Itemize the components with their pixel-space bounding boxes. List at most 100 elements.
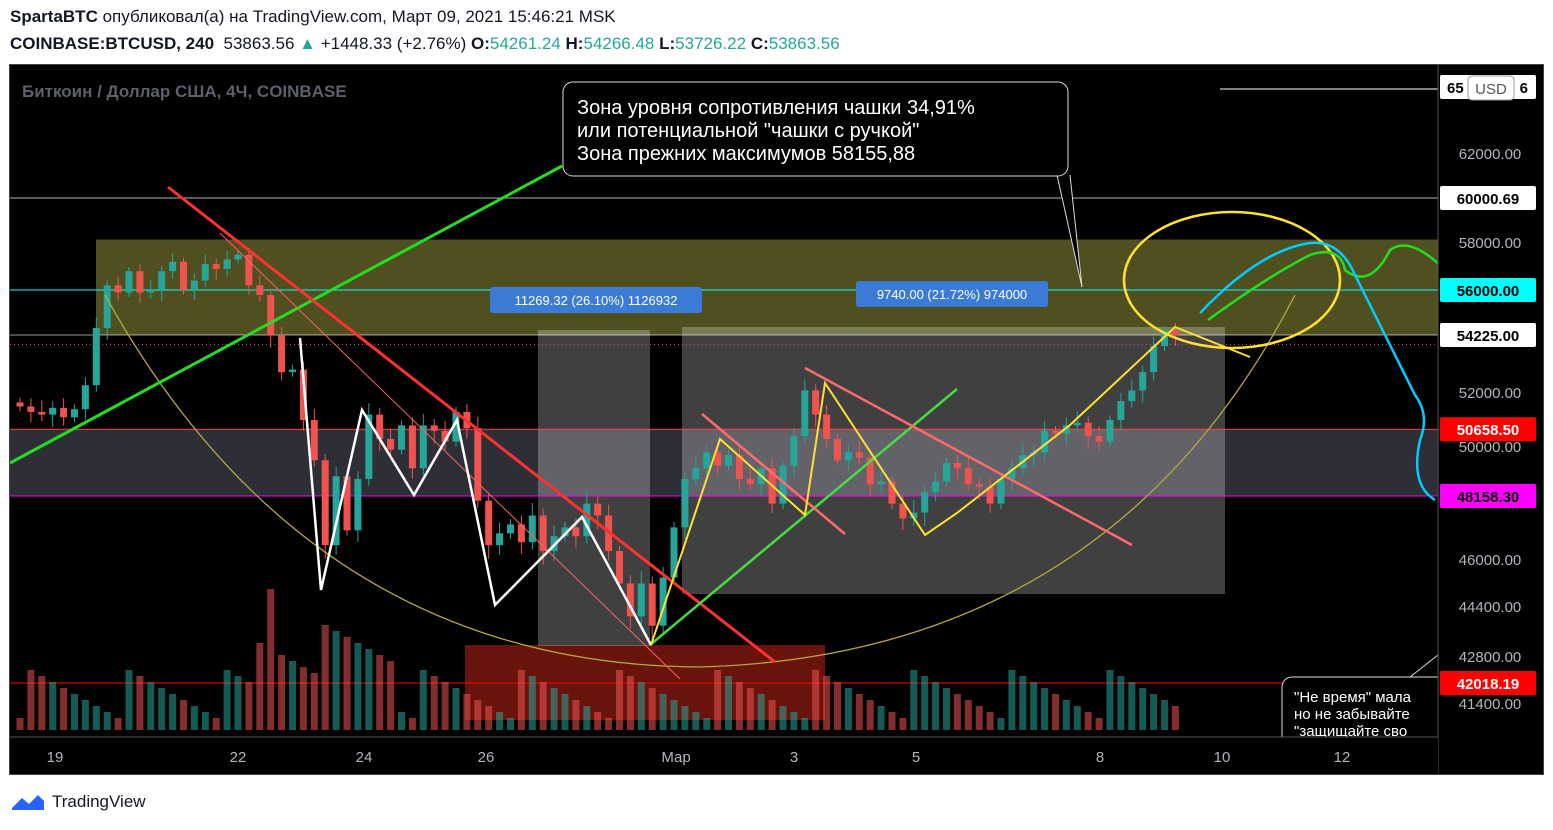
y-tick-label: 41400.00 [1459,696,1522,713]
candle-body [823,414,831,439]
price-tag-label: 60000.69 [1457,191,1520,208]
footer-brand: TradingView [52,792,146,811]
author-name: SpartaBTC [10,7,98,26]
measure-box-2 [682,327,1225,594]
volume-bar [354,643,362,730]
measure-label-bg [490,287,702,313]
volume-bar [38,676,46,730]
candle-body [986,486,994,504]
candle-body [626,583,634,617]
volume-bar [975,706,983,730]
callout-pointer [1056,174,1083,288]
volume-bar [932,682,940,730]
candle-body [354,478,362,531]
candle-body [921,492,929,513]
chart-panel[interactable]: 11269.32 (26.10%) 1126932 9740.00 (21.72%… [9,64,1544,775]
candle-body [943,462,950,482]
candle-body [376,414,384,439]
chart-title: Биткоин / Доллар США, 4Ч, COINBASE [22,82,347,101]
candle-body [670,527,678,578]
candle-body [71,409,78,418]
candle-body [1052,430,1059,434]
price-tag [1440,417,1536,442]
candle-body [321,460,329,546]
candle-body [201,264,209,281]
annotation-line-1: Зона уровня сопротивления чашки 34,91% [577,97,975,119]
volume-bar [1041,688,1049,730]
candle-body [125,271,133,293]
volume-bar [550,688,558,730]
volume-bar [408,718,416,730]
volume-bar [1030,682,1038,730]
candle-body [245,254,253,286]
price-tag-label: 56000.00 [1457,283,1520,300]
candle-body [310,420,318,461]
candle-body [365,414,373,479]
candle-body [899,503,907,519]
volume-bar [757,694,765,730]
note-line-1: "Не время" мала [1294,689,1412,706]
price-tag [1440,323,1536,347]
candle-body [474,428,482,501]
volume-bar [746,688,754,730]
volume-bar [92,706,100,730]
x-tick-label: 12 [1334,749,1351,766]
chart-canvas[interactable]: 11269.32 (26.10%) 1126932 9740.00 (21.72%… [10,65,1544,775]
volume-bar [626,676,634,730]
thin-trend-line [219,232,681,680]
candle-body [812,390,820,415]
projection-green [1207,244,1446,322]
volume-bar [855,694,863,730]
candle-body [212,264,220,269]
volume-bar [125,670,133,730]
candle-body [27,406,35,412]
volume-bar [605,718,613,730]
candle-body [81,385,89,410]
price-tag [1440,185,1536,210]
publish-info: SpartaBTC опубликовал(а) на TradingView.… [10,7,616,27]
volume-bar [725,676,732,730]
candle-body [332,476,340,546]
cup-curve [104,294,1296,668]
price-tag [1440,670,1536,695]
price-tag-label: 54225.00 [1457,328,1520,345]
candle-body [659,577,667,626]
open-label: O: [471,34,490,53]
volume-bar [103,712,111,730]
price-tag-label: 42018.19 [1457,676,1520,693]
candle-body [1095,436,1103,442]
volume-bar [1161,700,1168,730]
x-tick-label: 5 [912,749,920,766]
volume-bar [136,676,144,730]
volume-bar [670,700,678,730]
volume-bar [81,700,89,730]
candle-body [289,369,296,373]
candle-body [256,285,264,296]
candle-body [637,583,645,617]
volume-bar [1117,676,1125,730]
volume-bar [430,676,438,730]
volume-bar [310,673,318,730]
candle-body [1062,425,1070,434]
downtrend-line [167,185,776,664]
candle-body [158,271,166,290]
channel-line [649,388,958,646]
candle-body [49,407,57,415]
volume-bar [321,625,329,730]
candle-body [1161,330,1168,347]
volume-bar [844,688,852,730]
volume-bar [16,718,24,730]
y-tick-label: 52000.00 [1459,385,1522,402]
volume-bar [158,688,166,730]
low-value: 53726.22 [675,34,747,53]
volume-bar [790,712,798,730]
volume-bar [997,718,1005,730]
volume-bar [561,694,569,730]
volume-bar [637,682,645,730]
volume-bar [71,694,78,730]
candle-body [725,454,732,466]
up-arrow-icon: ▲ [299,34,316,53]
candle-body [430,425,438,431]
volume-bar [692,712,700,730]
volume-bar [452,688,460,730]
